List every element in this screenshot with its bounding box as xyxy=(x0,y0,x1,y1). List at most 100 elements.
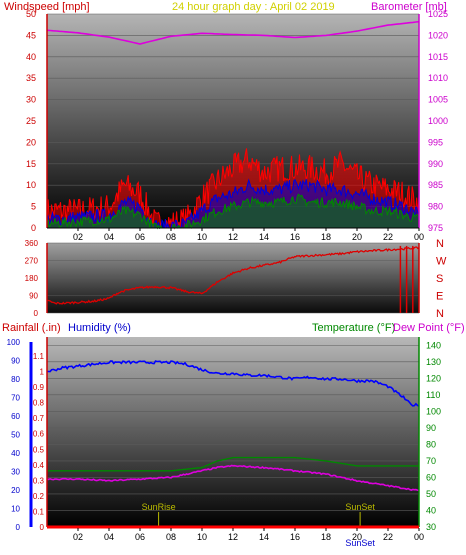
temperature-ytick-label: 60 xyxy=(426,472,436,482)
barometer-ytick-label: 1020 xyxy=(428,30,448,40)
rainfall-ytick-label: 0.4 xyxy=(33,461,45,470)
rainfall-ytick-label: 1 xyxy=(40,368,45,377)
barometer-ytick-label: 980 xyxy=(428,202,443,212)
barometer-ytick-label: 975 xyxy=(428,223,443,233)
direction-ytick-label: 270 xyxy=(25,257,39,266)
humidity-ytick-label: 70 xyxy=(11,394,20,403)
humidity-xtick-label: 14 xyxy=(259,532,269,542)
humidity-xtick-label: 20 xyxy=(352,532,362,542)
barometer-ytick-label: 995 xyxy=(428,137,443,147)
barometer-axis-title: Barometer [mb] xyxy=(371,1,447,13)
wind-xtick-label: 12 xyxy=(228,232,238,242)
wind-xtick-label: 16 xyxy=(290,232,300,242)
temperature-ytick-label: 70 xyxy=(426,456,436,466)
windspeed-ytick-label: 25 xyxy=(26,116,36,126)
compass-label: E xyxy=(436,291,443,303)
rainfall-ytick-label: 0.9 xyxy=(33,383,45,392)
humidity-xtick-label: 06 xyxy=(135,532,145,542)
windspeed-ytick-label: 35 xyxy=(26,73,36,83)
sunset-label: SunSet xyxy=(345,502,375,512)
wind-low-area xyxy=(47,194,419,228)
windspeed-ytick-label: 30 xyxy=(26,95,36,105)
direction-ytick-label: 90 xyxy=(29,292,38,301)
barometer-ytick-label: 985 xyxy=(428,180,443,190)
wind-xtick-label: 06 xyxy=(135,232,145,242)
humidity-ytick-label: 80 xyxy=(11,375,20,384)
rainfall-ytick-label: 0 xyxy=(40,523,45,532)
humidity-xtick-label: 08 xyxy=(166,532,176,542)
humidity-ytick-label: 60 xyxy=(11,412,20,421)
windspeed-ytick-label: 15 xyxy=(26,159,36,169)
humidity-xtick-label: 10 xyxy=(197,532,207,542)
temperature-ytick-label: 90 xyxy=(426,423,436,433)
wind-low-line xyxy=(46,193,420,230)
wind-xtick-label: 18 xyxy=(321,232,331,242)
temperature-ytick-label: 140 xyxy=(426,340,441,350)
windspeed-ytick-label: 50 xyxy=(26,9,36,19)
direction-ytick-label: 0 xyxy=(34,309,39,318)
temperature-line xyxy=(47,456,419,472)
rainfall-ytick-label: 0.5 xyxy=(33,445,45,454)
humidity-xtick-label: 12 xyxy=(228,532,238,542)
temperature-ytick-label: 120 xyxy=(426,373,441,383)
compass-label: N xyxy=(436,308,444,320)
humidity-ytick-label: 90 xyxy=(11,357,20,366)
windspeed-ytick-label: 5 xyxy=(31,202,36,212)
rainfall-ytick-label: 0.7 xyxy=(33,414,45,423)
wind-xtick-label: 14 xyxy=(259,232,269,242)
temperature-ytick-label: 40 xyxy=(426,505,436,515)
temperature-ytick-label: 100 xyxy=(426,406,441,416)
rainfall-ytick-label: 0.3 xyxy=(33,476,45,485)
barometer-line xyxy=(46,20,420,45)
rainfall-ytick-label: 0.2 xyxy=(33,492,45,501)
barometer-ytick-label: 1000 xyxy=(428,116,448,126)
humidity-ytick-label: 0 xyxy=(16,523,21,532)
wind-xtick-label: 20 xyxy=(352,232,362,242)
humidity-ytick-label: 40 xyxy=(11,449,20,458)
windspeed-ytick-label: 45 xyxy=(26,30,36,40)
humidity-xtick-label: 04 xyxy=(104,532,114,542)
wind-xtick-label: 22 xyxy=(383,232,393,242)
temperature-ytick-label: 130 xyxy=(426,357,441,367)
temperature-ytick-label: 50 xyxy=(426,489,436,499)
temperature-axis-title: Temperature (°F) xyxy=(312,322,395,334)
humidity-ytick-label: 20 xyxy=(11,486,20,495)
wind-xtick-label: 00 xyxy=(414,232,424,242)
humidity-xtick-label: 00 xyxy=(414,532,424,542)
humidity-xtick-label: 02 xyxy=(73,532,83,542)
rainfall-ytick-label: 0.6 xyxy=(33,430,45,439)
humidity-xtick-label: 16 xyxy=(290,532,300,542)
windspeed-axis-title: Windspeed [mph] xyxy=(4,1,90,13)
temperature-ytick-label: 110 xyxy=(426,390,440,400)
humidity-panel-background xyxy=(47,337,419,527)
humidity-ytick-label: 10 xyxy=(11,505,20,514)
humidity-ytick-label: 30 xyxy=(11,468,20,477)
rainfall-ytick-label: 1.1 xyxy=(33,352,45,361)
humidity-ytick-label: 100 xyxy=(7,338,21,347)
sunrise-label: SunRise xyxy=(142,502,176,512)
direction-ytick-label: 180 xyxy=(25,274,39,283)
dewpoint-axis-title: Dew Point (°F) xyxy=(393,322,465,334)
direction-ytick-label: 360 xyxy=(25,239,39,248)
barometer-ytick-label: 990 xyxy=(428,159,443,169)
humidity-xtick-label: 22 xyxy=(383,532,393,542)
temperature-ytick-label: 80 xyxy=(426,439,436,449)
humidity-ytick-label: 50 xyxy=(11,431,20,440)
windspeed-ytick-label: 0 xyxy=(31,223,36,233)
barometer-ytick-label: 1015 xyxy=(428,52,448,62)
humidity-xtick-label: 18 xyxy=(321,532,331,542)
rainfall-ytick-label: 0.8 xyxy=(33,399,45,408)
sunset-bottom-label: SunSet xyxy=(345,538,375,548)
temperature-ytick-label: 30 xyxy=(426,522,436,532)
rainfall-ytick-label: 0.1 xyxy=(33,507,45,516)
windspeed-ytick-label: 40 xyxy=(26,52,36,62)
wind-xtick-label: 02 xyxy=(73,232,83,242)
compass-label: S xyxy=(436,273,443,285)
compass-label: N xyxy=(436,238,444,250)
windspeed-ytick-label: 10 xyxy=(26,180,36,190)
barometer-ytick-label: 1025 xyxy=(428,9,448,19)
wind-xtick-label: 10 xyxy=(197,232,207,242)
dew-point-line xyxy=(46,464,420,492)
graph-title: 24 hour graph day : April 02 2019 xyxy=(172,1,335,13)
